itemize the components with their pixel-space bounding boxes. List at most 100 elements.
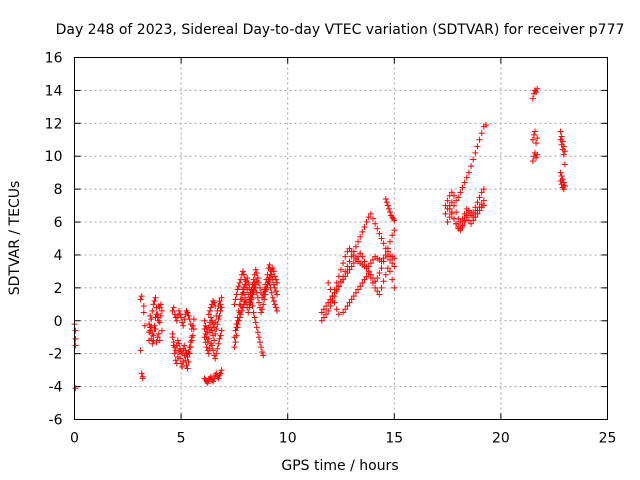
y-tick-label: 16 [45,51,63,67]
data-point [384,245,391,252]
data-point [152,294,159,301]
data-point [274,291,281,298]
data-point [367,274,374,281]
data-point [355,286,362,293]
x-axis-label: GPS time / hours [281,458,398,474]
data-point [335,311,342,318]
data-point [240,289,247,296]
data-point [363,219,370,226]
data-point [365,263,372,270]
data-point [476,207,483,214]
data-point [448,210,455,217]
data-point [361,223,368,230]
data-point [558,172,565,179]
data-point [444,197,451,204]
data-point [340,276,347,283]
data-point [346,245,353,252]
data-point [391,217,398,224]
data-point [378,265,385,272]
data-point [259,349,266,356]
data-point [254,329,261,336]
y-tick-label: 4 [54,248,63,264]
y-tick-label: -2 [49,347,63,363]
data-point [251,284,258,291]
data-point [320,306,327,313]
data-point [378,258,385,265]
data-point [253,324,260,331]
data-point [239,286,246,293]
data-point [560,151,567,158]
data-point [342,253,349,260]
data-point [203,344,210,351]
data-point [350,251,357,258]
data-point [204,329,211,336]
data-point [463,174,470,181]
data-point [476,136,483,143]
data-point [272,288,279,295]
data-point [258,344,265,351]
data-point [249,291,256,298]
data-point [247,298,254,305]
data-point [246,301,253,308]
data-point [478,189,485,196]
data-point [382,196,389,203]
data-point [534,135,541,142]
data-point [169,307,176,314]
data-point [338,266,344,273]
data-point [261,296,268,303]
data-point [318,317,325,324]
data-point [474,199,481,206]
data-point [172,347,179,354]
data-point [239,304,246,311]
data-point [140,309,147,316]
data-point [260,301,267,308]
y-tick-label: 0 [54,314,63,330]
data-point [323,311,330,318]
data-point [184,365,191,372]
data-point [472,214,479,221]
data-point [380,240,387,247]
data-point [148,316,155,323]
data-point [259,306,266,313]
data-point [151,322,158,329]
data-point [374,225,381,232]
data-point [274,307,281,314]
data-point [158,307,165,314]
data-point [323,302,330,309]
data-point [170,339,177,346]
data-point [138,370,145,377]
data-point [389,232,396,239]
data-point [446,205,453,212]
data-point [482,121,489,128]
data-point [232,296,239,303]
data-point [352,243,359,250]
data-point [378,284,385,291]
data-point [474,143,481,150]
chart-title: Day 248 of 2023, Sidereal Day-to-day VTE… [56,22,625,38]
data-point [184,353,191,360]
data-point [465,169,472,176]
data-point [369,279,376,286]
data-point [157,301,164,308]
data-point [212,355,219,362]
data-point [558,133,565,140]
data-point [266,261,273,268]
data-point [262,291,269,298]
data-point [446,214,453,221]
data-point [442,210,449,217]
y-tick-label: 10 [45,149,63,165]
data-point [179,363,186,370]
data-point [231,334,238,341]
data-point [263,286,270,293]
x-tick-label: 0 [70,431,79,447]
data-point [182,357,189,364]
data-point [202,339,209,346]
data-point [365,214,372,221]
data-point [72,327,79,334]
data-point [348,263,355,270]
data-point [359,279,366,286]
data-point [209,327,216,334]
data-point [348,248,355,255]
data-point [232,339,239,346]
data-point [350,293,357,300]
